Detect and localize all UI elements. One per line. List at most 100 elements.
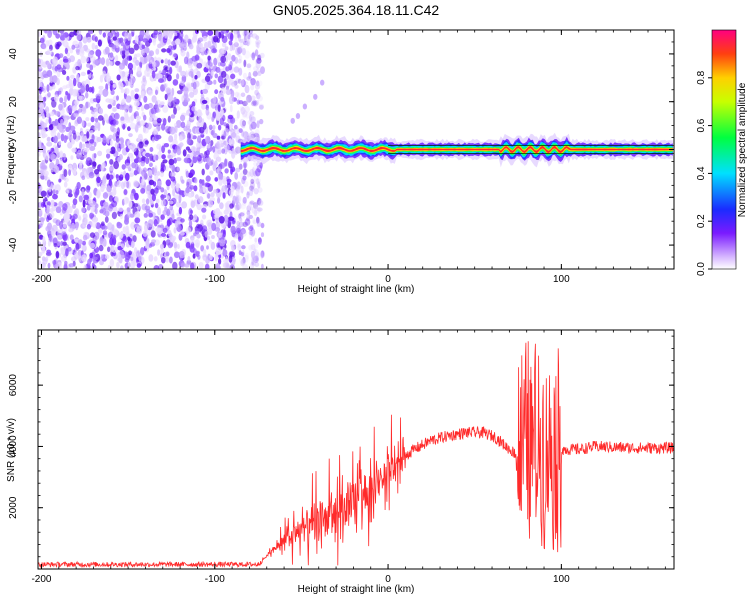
noise-speckle xyxy=(260,162,263,169)
noise-speckle xyxy=(185,187,190,194)
noise-speckle xyxy=(122,226,127,233)
signal-track-band xyxy=(240,145,673,154)
noise-speckle xyxy=(38,58,41,66)
noise-speckle xyxy=(158,264,164,269)
noise-speckle xyxy=(236,110,240,119)
noise-speckle xyxy=(58,140,62,146)
noise-speckle xyxy=(197,115,203,123)
noise-speckle xyxy=(82,234,88,241)
noise-speckle xyxy=(52,188,56,196)
noise-speckle xyxy=(152,154,157,161)
noise-speckle xyxy=(91,264,97,269)
noise-speckle xyxy=(217,197,221,204)
noise-speckle xyxy=(153,265,160,269)
noise-speckle xyxy=(128,55,133,61)
noise-speckle xyxy=(96,189,102,197)
noise-speckle xyxy=(221,70,227,78)
noise-speckle xyxy=(144,68,150,77)
noise-speckle xyxy=(94,169,100,175)
noise-speckle xyxy=(160,232,167,237)
noise-speckle xyxy=(256,207,263,212)
noise-speckle xyxy=(157,43,162,49)
noise-speckle xyxy=(238,204,243,209)
noise-speckle xyxy=(249,168,255,178)
noise-speckle xyxy=(38,217,45,222)
noise-speckle xyxy=(256,164,263,173)
noise-speckle xyxy=(239,172,245,180)
noise-speckle xyxy=(73,113,79,118)
snr-y-label: SNR (10 * v/v) xyxy=(6,418,17,482)
noise-speckle xyxy=(206,245,209,250)
noise-speckle xyxy=(97,39,102,47)
noise-speckle xyxy=(64,260,68,265)
noise-speckle xyxy=(54,118,59,126)
noise-speckle xyxy=(256,100,260,105)
noise-speckle xyxy=(216,141,220,148)
noise-speckle xyxy=(256,57,262,64)
noise-speckle xyxy=(241,79,246,88)
noise-speckle xyxy=(252,100,259,107)
noise-speckle xyxy=(134,163,139,171)
noise-speckle xyxy=(130,89,135,97)
noise-speckle xyxy=(189,185,195,190)
noise-speckle xyxy=(102,32,107,38)
noise-speckle xyxy=(160,199,166,207)
noise-speckle xyxy=(243,34,248,42)
noise-speckle xyxy=(190,237,195,244)
noise-speckle xyxy=(242,80,248,86)
noise-speckle xyxy=(227,114,234,120)
noise-speckle xyxy=(204,263,210,269)
spectrogram-y-tick-label: -20 xyxy=(8,190,19,205)
noise-speckle xyxy=(47,201,51,206)
noise-speckle xyxy=(233,124,238,130)
noise-speckle xyxy=(120,181,126,190)
noise-speckle xyxy=(38,152,41,157)
noise-speckle xyxy=(140,161,145,167)
noise-speckle xyxy=(237,58,242,64)
harmonic-speckle xyxy=(290,117,295,124)
noise-speckle xyxy=(114,31,120,38)
noise-speckle xyxy=(257,238,262,243)
noise-speckle xyxy=(222,249,228,257)
noise-speckle xyxy=(228,160,233,169)
noise-speckle xyxy=(167,154,174,160)
colorbar-tick-label: 0.2 xyxy=(696,214,707,228)
noise-speckle xyxy=(102,192,109,199)
noise-speckle xyxy=(198,126,205,134)
noise-speckle xyxy=(192,81,197,90)
snr-series-line xyxy=(38,341,674,569)
noise-speckle xyxy=(228,63,231,70)
noise-speckle xyxy=(38,260,42,265)
noise-speckle xyxy=(50,111,55,117)
noise-speckle xyxy=(251,33,258,39)
noise-speckle xyxy=(53,243,58,247)
noise-speckle xyxy=(222,262,226,268)
noise-speckle xyxy=(117,156,121,163)
noise-speckle xyxy=(60,240,64,247)
noise-speckle xyxy=(68,169,71,176)
noise-speckle xyxy=(236,92,241,101)
noise-speckle xyxy=(63,58,69,63)
noise-speckle xyxy=(89,242,96,249)
noise-speckle xyxy=(134,35,139,44)
noise-speckle xyxy=(241,177,246,185)
noise-speckle xyxy=(112,36,118,41)
noise-speckle xyxy=(178,206,183,215)
noise-speckle xyxy=(134,93,139,100)
noise-speckle xyxy=(227,53,232,61)
noise-speckle xyxy=(49,85,53,91)
noise-speckle xyxy=(42,145,47,154)
noise-speckle xyxy=(144,140,149,145)
noise-speckle xyxy=(71,147,77,153)
noise-speckle xyxy=(145,152,151,158)
noise-speckle xyxy=(157,33,163,42)
noise-speckle xyxy=(219,162,226,169)
noise-speckle xyxy=(212,65,216,72)
noise-speckle xyxy=(64,63,69,68)
noise-speckle xyxy=(236,30,240,36)
noise-speckle xyxy=(163,83,167,89)
noise-speckle xyxy=(188,44,194,50)
noise-speckle xyxy=(86,205,91,211)
noise-speckle xyxy=(238,221,245,227)
noise-speckle xyxy=(186,121,191,127)
